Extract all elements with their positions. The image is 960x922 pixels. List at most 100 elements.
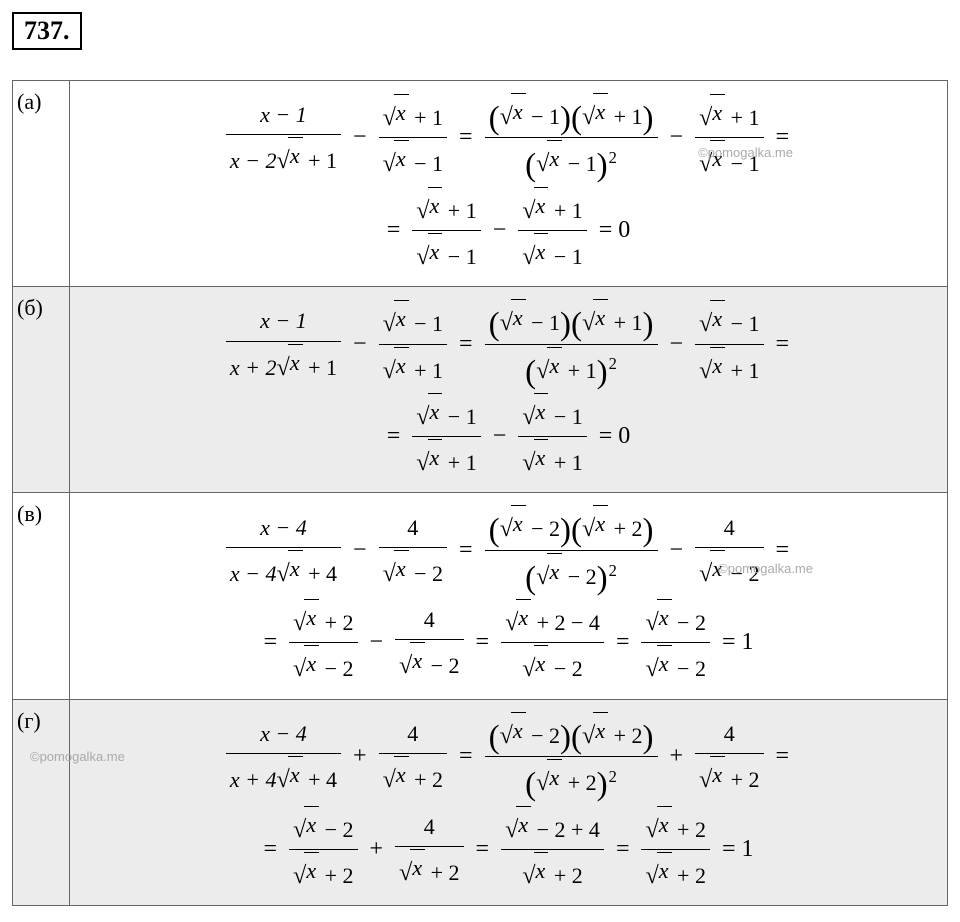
math-text: − 1 xyxy=(526,310,560,335)
sqrt-icon: √x xyxy=(277,756,303,792)
math-text: − 1 xyxy=(442,404,476,429)
operator: = xyxy=(476,629,490,656)
math-text: + 2 xyxy=(608,723,642,748)
sqrt-icon: √x xyxy=(645,852,671,888)
fraction: 4 √x − 2 xyxy=(379,510,447,591)
sqrt-icon: √x xyxy=(536,347,562,383)
math-text: + 1 xyxy=(548,450,582,475)
problem-number: 737. xyxy=(12,12,82,50)
operator: = xyxy=(616,629,630,656)
sqrt-icon: √x xyxy=(383,347,409,383)
operator: = xyxy=(263,629,277,656)
math-text: + 4 xyxy=(303,561,337,586)
sqrt-icon: √x xyxy=(416,187,442,223)
math-text: x + 4 xyxy=(230,767,277,792)
operator: = 1 xyxy=(722,629,754,656)
math-text: + 2 xyxy=(425,860,459,885)
math-text: − 2 xyxy=(562,564,596,589)
math-text: 4 xyxy=(403,716,422,751)
math-text: x xyxy=(288,550,303,586)
sqrt-icon: √x xyxy=(383,550,409,586)
math-text: x xyxy=(410,642,425,678)
math-text: + 1 xyxy=(303,148,337,173)
math-text: + 2 xyxy=(672,817,706,842)
math-text: x xyxy=(534,852,549,888)
math-text: x xyxy=(511,712,526,748)
sqrt-icon: √x xyxy=(699,140,725,176)
math-text: x xyxy=(710,550,725,586)
math-text: x xyxy=(593,93,608,129)
sqrt-icon: √x xyxy=(505,599,531,635)
math-text: + 1 xyxy=(442,198,476,223)
math-text: x − 4 xyxy=(260,515,307,540)
operator: = xyxy=(616,836,630,863)
math-text: x − 2 xyxy=(230,148,277,173)
row-v-line1: x − 4 x − 4√x + 4 − 4 √x − 2 = (√x − 2)(… xyxy=(74,505,943,595)
math-text: x − 4 xyxy=(230,561,277,586)
operator: + xyxy=(670,743,684,770)
math-text: x xyxy=(534,187,549,223)
operator: = xyxy=(387,423,401,450)
fraction: √x + 1 √x − 1 xyxy=(379,94,447,181)
fraction: 4 √x + 2 xyxy=(695,716,763,797)
fraction: x − 4 x + 4√x + 4 xyxy=(226,716,341,797)
math-text: x xyxy=(547,347,562,383)
math-text: + 4 xyxy=(303,767,337,792)
math-text: + 1 xyxy=(725,358,759,383)
sqrt-icon: √x xyxy=(293,852,319,888)
math-text: x xyxy=(710,347,725,383)
operator: = xyxy=(476,836,490,863)
math-text: − 2 xyxy=(548,656,582,681)
row-b-line2: = √x − 1 √x + 1 − √x − 1 √x + 1 = 0 xyxy=(74,393,943,480)
math-text: x xyxy=(516,806,531,842)
math-text: + 2 xyxy=(319,610,353,635)
math-text: + 1 xyxy=(409,105,443,130)
math-text: x xyxy=(428,393,443,429)
operator: − xyxy=(353,331,367,358)
operator: + xyxy=(353,743,367,770)
operator: + xyxy=(370,836,384,863)
math-text: − 1 xyxy=(526,104,560,129)
exponent: 2 xyxy=(609,148,617,167)
operator: = xyxy=(459,331,473,358)
operator: − xyxy=(670,331,684,358)
fraction: √x − 1 √x + 1 xyxy=(518,393,586,480)
sqrt-icon: √x xyxy=(699,94,725,130)
fraction: √x + 1 √x − 1 xyxy=(695,94,763,181)
math-text: x xyxy=(410,849,425,885)
row-g-line2: = √x − 2 √x + 2 + 4 √x + 2 = √x − 2 + 4 … xyxy=(74,806,943,893)
math-text: + 1 xyxy=(562,358,596,383)
operator: = xyxy=(387,217,401,244)
math-text: x xyxy=(534,439,549,475)
math-text: x xyxy=(288,756,303,792)
math-text: x xyxy=(428,439,443,475)
exponent: 2 xyxy=(609,354,617,373)
sqrt-icon: √x xyxy=(582,505,608,541)
operator: − xyxy=(493,217,507,244)
math-text: − 2 + 4 xyxy=(531,817,600,842)
math-text: + 2 − 4 xyxy=(531,610,600,635)
sqrt-icon: √x xyxy=(293,599,319,635)
sqrt-icon: √x xyxy=(645,806,671,842)
math-text: − 2 xyxy=(319,656,353,681)
sqrt-icon: √x xyxy=(699,550,725,586)
math-text: − 1 xyxy=(562,151,596,176)
row-a-line2: = √x + 1 √x − 1 − √x + 1 √x − 1 = 0 xyxy=(74,187,943,274)
row-a-line1: x − 1 x − 2√x + 1 − √x + 1 √x − 1 = (√x … xyxy=(74,93,943,183)
math-text: x xyxy=(304,806,319,842)
sqrt-icon: √x xyxy=(416,233,442,269)
sqrt-icon: √x xyxy=(582,712,608,748)
sqrt-icon: √x xyxy=(699,756,725,792)
math-text: − 2 xyxy=(725,561,759,586)
sqrt-icon: √x xyxy=(522,439,548,475)
sqrt-icon: √x xyxy=(699,300,725,336)
sqrt-icon: √x xyxy=(582,299,608,335)
fraction: √x − 1 √x + 1 xyxy=(379,300,447,387)
math-text: x xyxy=(547,759,562,795)
math-text: x xyxy=(593,505,608,541)
math-text: 4 xyxy=(420,809,439,844)
math-text: x xyxy=(534,393,549,429)
fraction: (√x − 2)(√x + 2) (√x + 2)2 xyxy=(485,712,658,802)
math-text: − 2 xyxy=(526,516,560,541)
math-text: + 2 xyxy=(319,863,353,888)
